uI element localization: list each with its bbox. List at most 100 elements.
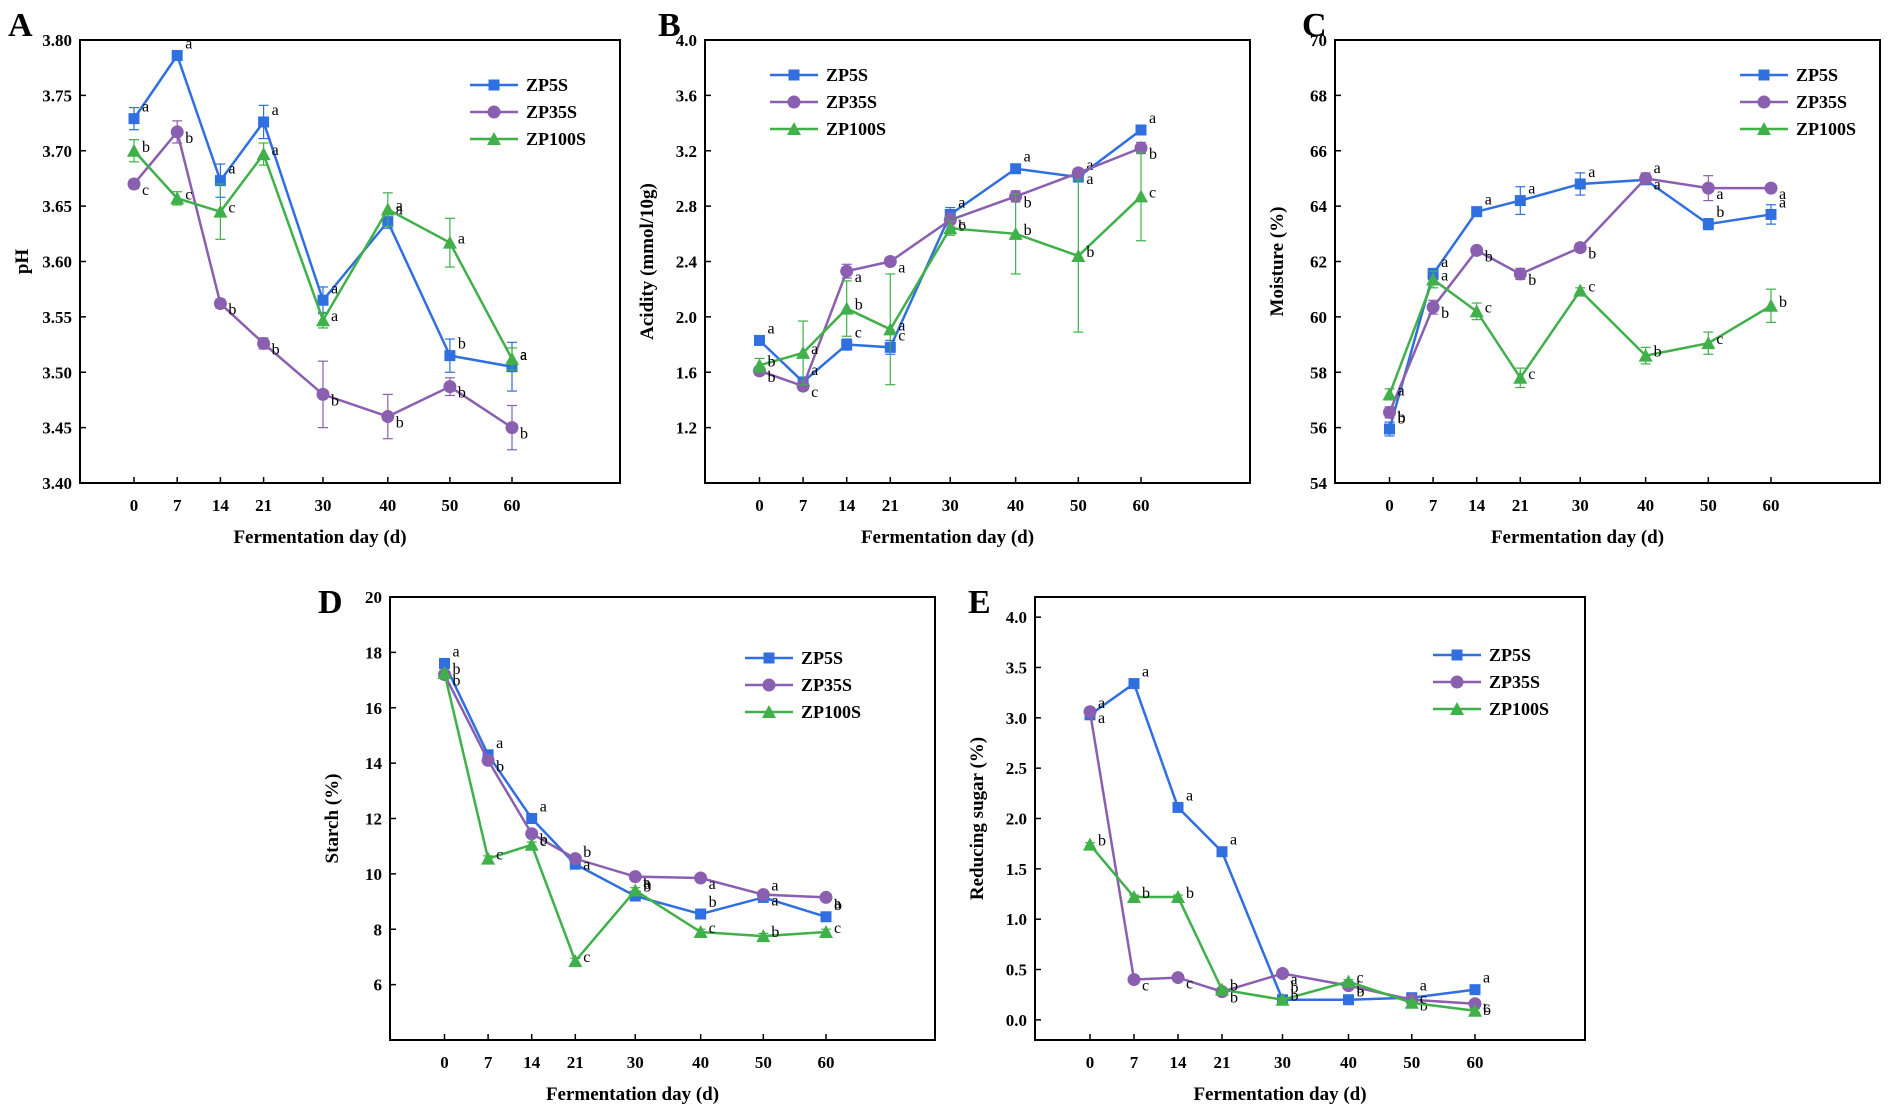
series-line <box>443 662 827 918</box>
panel-letter: E <box>968 584 991 621</box>
significance-label: a <box>771 893 778 910</box>
circle-marker <box>1083 705 1097 719</box>
legend: ZP5S ZP35S ZP100S <box>745 648 861 722</box>
significance-label: a <box>898 317 905 334</box>
significance-label: b <box>1186 885 1194 902</box>
triangle-marker <box>1071 248 1086 262</box>
triangle-marker <box>1382 387 1397 401</box>
circle-marker <box>762 678 776 692</box>
square-marker <box>820 911 832 923</box>
legend-label: ZP35S <box>801 675 852 695</box>
x-tick-label: 0 <box>1086 1053 1095 1072</box>
significance-label: a <box>1483 970 1490 987</box>
circle-marker <box>213 297 227 311</box>
x-tick-label: 7 <box>799 496 808 515</box>
significance-label: a <box>1291 972 1298 989</box>
series-zp35s: c b b b b b b b <box>127 120 528 451</box>
square-marker <box>1765 208 1777 220</box>
y-tick-label: 58 <box>1310 363 1327 382</box>
significance-label: b <box>855 297 863 314</box>
x-tick-label: 7 <box>1429 496 1438 515</box>
series-line <box>1388 178 1772 430</box>
chart-panel-e: E 0.0 0.5 1.0 1.5 2.0 2.5 3.0 3.5 4.0 0 7 14 21 30 40 50… <box>967 584 1586 1105</box>
significance-label: c <box>185 186 192 203</box>
significance-label: a <box>1779 194 1786 211</box>
significance-label: c <box>583 949 590 966</box>
y-tick-label: 8 <box>374 920 383 939</box>
triangle-marker <box>213 204 228 218</box>
circle-marker <box>1071 166 1085 180</box>
significance-label: b <box>1483 1002 1491 1019</box>
significance-label: a <box>898 260 905 277</box>
significance-label: a <box>958 194 965 211</box>
significance-label: b <box>540 832 548 849</box>
y-tick-label: 3.0 <box>1006 709 1027 728</box>
triangle-marker <box>1757 122 1771 135</box>
x-axis-label: Fermentation day (d) <box>1193 1084 1366 1105</box>
y-tick-label: 70 <box>1310 31 1327 50</box>
square-marker <box>488 79 500 91</box>
circle-marker <box>525 827 539 841</box>
x-tick-label: 60 <box>1467 1053 1484 1072</box>
y-tick-label: 4.0 <box>676 31 697 50</box>
significance-label: a <box>1230 832 1237 849</box>
legend: ZP5S ZP35S ZP100S <box>770 65 886 139</box>
panel-letter: D <box>318 584 343 621</box>
legend-label: ZP100S <box>1489 699 1549 719</box>
y-tick-label: 3.5 <box>1006 658 1027 677</box>
legend-label: ZP100S <box>526 129 586 149</box>
x-tick-label: 30 <box>942 496 959 515</box>
square-marker <box>1010 163 1022 175</box>
y-tick-label: 3.65 <box>42 197 72 216</box>
significance-label: a <box>272 142 279 159</box>
series-line <box>1388 177 1771 413</box>
x-tick-label: 21 <box>1512 496 1529 515</box>
circle-marker <box>1468 997 1482 1011</box>
significance-label: a <box>1485 192 1492 209</box>
plot-frame <box>704 39 1251 484</box>
significance-label: b <box>228 302 236 319</box>
legend: ZP5S ZP35S ZP100S <box>1433 645 1549 719</box>
series-line <box>132 52 513 368</box>
circle-marker <box>1127 973 1141 987</box>
x-tick-label: 14 <box>838 496 856 515</box>
significance-label: a <box>1654 160 1661 177</box>
significance-label: b <box>1149 146 1157 163</box>
triangle-marker <box>943 221 958 235</box>
triangle-marker <box>1469 304 1484 318</box>
legend-label: ZP35S <box>526 102 577 122</box>
significance-label: b <box>1420 998 1428 1015</box>
significance-label: a <box>458 231 465 248</box>
x-tick-label: 50 <box>755 1053 772 1072</box>
significance-label: b <box>1291 980 1299 997</box>
y-tick-label: 3.60 <box>42 253 72 272</box>
x-tick-label: 14 <box>212 496 230 515</box>
chart-panel-b: B 1.2 1.6 2.0 2.4 2.8 3.2 3.6 4.0 0 7 14 21 30 40 50 60 F… <box>637 7 1251 548</box>
series-line <box>133 149 514 360</box>
significance-label: a <box>709 876 716 893</box>
legend-label: ZP5S <box>826 65 868 85</box>
x-tick-label: 30 <box>1274 1053 1291 1072</box>
triangle-marker <box>127 143 141 157</box>
x-tick-label: 7 <box>1130 1053 1139 1072</box>
x-tick-label: 40 <box>1637 496 1654 515</box>
significance-label: b <box>1398 409 1406 426</box>
x-axis-label: Fermentation day (d) <box>546 1084 719 1105</box>
significance-label: c <box>228 200 235 217</box>
triangle-marker <box>819 925 833 939</box>
significance-label: b <box>1485 248 1493 265</box>
triangle-marker <box>693 925 708 939</box>
significance-label: c <box>811 384 818 401</box>
square-marker <box>695 908 707 920</box>
circle-marker <box>481 753 495 767</box>
x-tick-label: 30 <box>627 1053 644 1072</box>
triangle-marker <box>568 954 583 968</box>
circle-marker <box>1276 967 1289 981</box>
significance-label: c <box>1485 299 1492 316</box>
y-tick-label: 6 <box>374 976 383 995</box>
